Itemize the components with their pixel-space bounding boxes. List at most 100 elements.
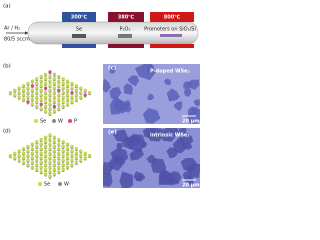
atom [30,84,35,88]
flake [187,79,200,90]
atom [26,95,30,100]
legend-dot [38,182,42,186]
legend-text: W [64,182,69,188]
flake [110,147,129,165]
atom [43,149,48,153]
flake [135,174,143,182]
atom [21,160,26,165]
atom [79,158,83,162]
flake [103,162,114,175]
atom [57,147,61,151]
atom [57,97,61,102]
atom [83,93,87,97]
caption: P-doped WSe₂ [150,69,190,75]
atom [43,95,48,100]
atom [70,100,74,104]
atom [52,167,57,172]
atom [17,158,21,162]
atom [26,149,30,153]
atom [26,163,30,167]
atom [52,158,57,162]
atom [39,102,43,106]
atom [65,93,70,97]
atom [48,142,52,146]
atom [30,93,35,97]
atom [21,97,26,102]
atom [43,167,48,172]
atom [30,160,35,165]
atom [79,90,83,95]
atom [13,151,17,156]
legend-dot [68,119,72,123]
source: Promoters on SiO₂/Si [144,27,196,33]
atom [48,165,52,169]
flake [127,135,142,146]
atom [70,90,74,95]
atom [39,137,43,142]
atom [74,88,79,93]
atom [52,77,57,81]
atom [30,156,35,160]
atom [39,147,43,151]
atom [52,109,57,113]
atom [48,170,52,174]
flake [193,99,200,107]
atom [43,158,48,162]
atom [61,140,65,144]
atom [70,144,74,149]
atom [65,160,70,165]
panel-label: (c) [108,66,117,72]
atom [65,142,70,146]
flake [183,142,193,150]
atom [43,144,48,149]
atom [57,102,61,106]
atom [70,81,74,86]
atom [35,144,39,149]
atom [21,147,26,151]
atom [57,107,61,111]
flow: 80/5 sccm [4,37,30,43]
atom [57,84,61,88]
flake [164,78,172,86]
atom [43,104,48,109]
atom [35,163,39,167]
atom [43,153,48,158]
atom [61,153,65,158]
atom [61,158,65,162]
atom [48,156,52,160]
flake [183,81,191,90]
atom [70,153,74,158]
flake [119,171,134,188]
atom [43,77,48,81]
atom [30,102,35,106]
atom [74,147,79,151]
atom [17,86,21,90]
atom [26,158,30,162]
atom [61,81,65,86]
atom [79,149,83,153]
atom [17,95,21,100]
atom [35,81,39,86]
atom [8,153,13,158]
atom [79,153,83,158]
atom [61,100,65,104]
atom [39,151,43,156]
atom [52,104,57,109]
atom [30,97,35,102]
zone-temp: 380℃ [118,15,135,21]
atom [87,153,92,158]
flake [172,137,188,154]
atom [70,95,74,100]
zone [108,44,144,48]
atom [43,86,48,90]
atom [61,144,65,149]
atom [74,160,79,165]
boat [72,34,86,38]
flake [103,78,111,93]
atom [39,107,43,111]
atom [52,149,57,153]
atom [26,100,30,104]
atom [48,137,52,142]
tube [27,21,199,45]
atom [48,111,52,116]
